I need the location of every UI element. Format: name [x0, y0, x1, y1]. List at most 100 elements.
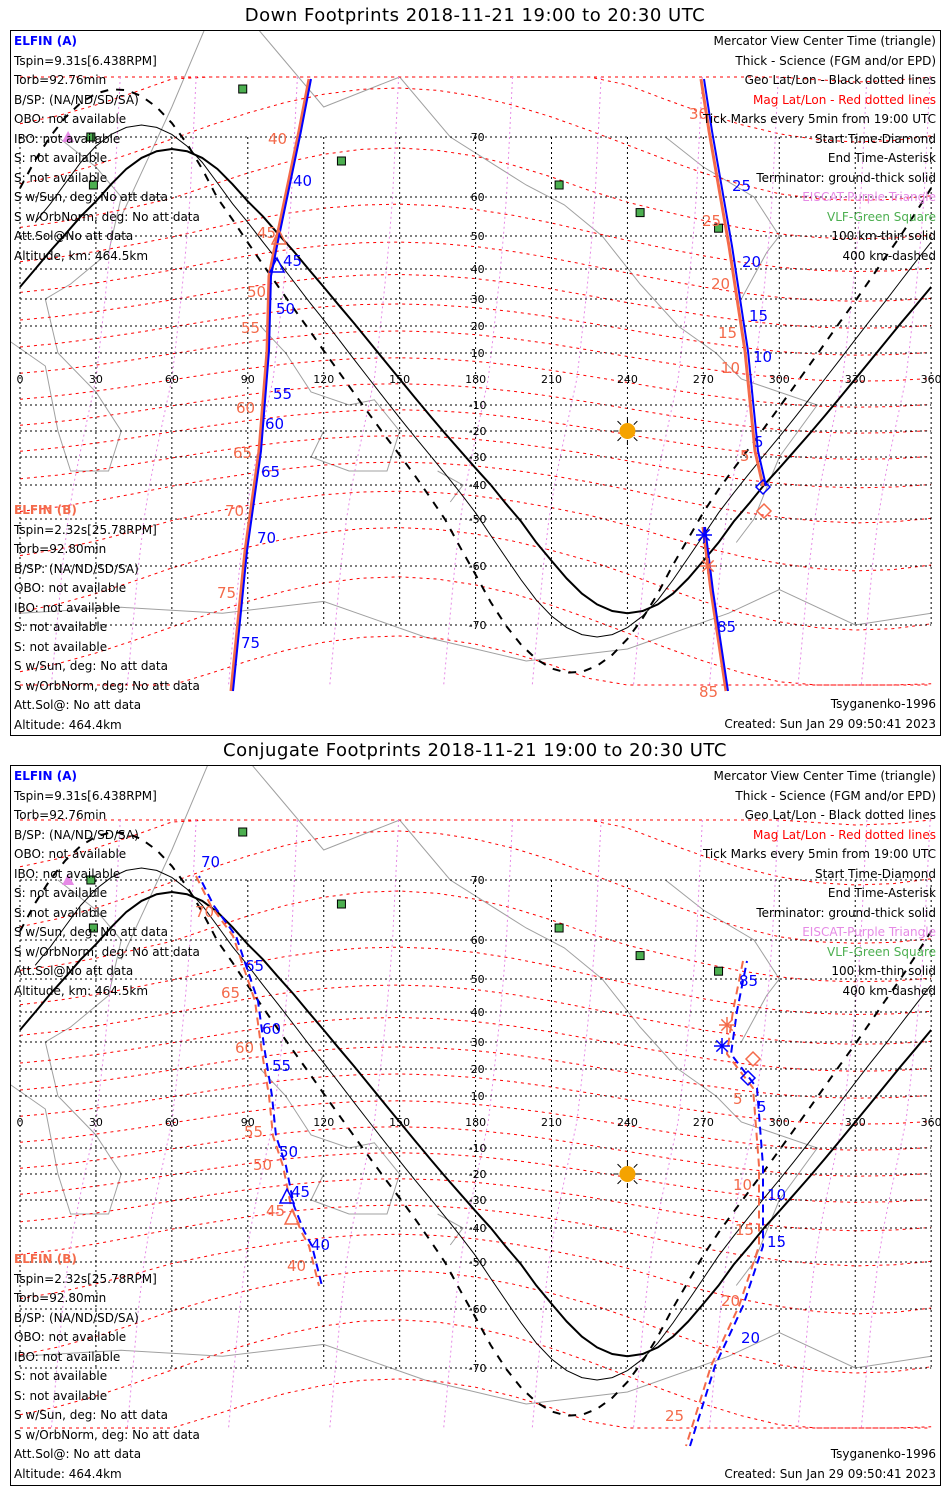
track-b-tick-label: 65 — [233, 444, 252, 462]
mag-lon-line — [797, 819, 868, 1429]
lon-tick-label: 180 — [465, 373, 486, 386]
sat-b-line: Torb=92.80min — [14, 1291, 107, 1305]
track-b-tick-label: 25 — [665, 1407, 684, 1425]
mag-lat-line — [19, 1233, 932, 1315]
legend-item: 100 km-thin solid — [831, 229, 936, 243]
end-time-asterisk — [720, 1018, 734, 1032]
track-a-tick-label: 45 — [283, 252, 302, 270]
sun-icon — [619, 1166, 636, 1182]
created-timestamp: Created: Sun Jan 29 09:50:41 2023 — [724, 716, 936, 731]
legend-item: Tick Marks every 5min from 19:00 UTC — [702, 112, 936, 126]
lon-tick-label: 360 — [921, 1116, 941, 1129]
mag-lat-line — [20, 76, 932, 83]
track-b-tick-label: 60 — [235, 1039, 254, 1057]
sat-b-name: ELFIN (B) — [14, 1252, 77, 1266]
lon-tick-label: 90 — [241, 373, 255, 386]
lon-tick-label: 240 — [617, 373, 638, 386]
sat-a-name: ELFIN (A) — [14, 769, 77, 783]
sat-b-line: S: not available — [14, 1369, 108, 1383]
lat-tick-label: 20 — [471, 320, 485, 333]
vlf-station-square — [554, 180, 564, 190]
map-panel-conjugate-footprints: 0 30 60 90 120 150 180 210 240 270 300 330 360 70 60 50… — [10, 765, 941, 1486]
legend: Mercator View Center Time (triangle) Thi… — [703, 32, 936, 266]
track-a-tick-label: 25 — [732, 177, 751, 195]
mag-lat-line — [19, 1126, 932, 1177]
coastline — [665, 136, 780, 300]
mag-lat-line — [19, 1319, 932, 1429]
vlf-station-square — [714, 223, 724, 233]
legend-item: Geo Lat/Lon - Black dotted lines — [744, 808, 936, 822]
lon-tick-label: 60 — [165, 373, 179, 386]
coastline — [19, 589, 932, 662]
legend-item: Mag Lat/Lon - Red dotted lines — [752, 827, 936, 842]
lat-tick-label: -70 — [469, 619, 487, 632]
lat-tick-label: -20 — [469, 425, 487, 438]
mag-lon-line — [633, 819, 703, 1429]
track-b-west — [195, 875, 320, 1287]
lat-tick-label: 70 — [471, 874, 485, 887]
start-time-diamond — [755, 502, 773, 520]
sat-a-line: S: not available — [14, 886, 108, 900]
track-a-tick-label: 55 — [272, 1057, 291, 1075]
track-a-tick-label: 40 — [311, 1236, 330, 1254]
sat-a-line: Tspin=9.31s[6.438RPM] — [14, 788, 157, 803]
sat-b-line: IBO: not available — [14, 600, 121, 615]
track-a-tick-label: 15 — [767, 1233, 786, 1251]
mag-lon-line — [126, 819, 197, 1429]
start-time-diamond — [754, 478, 772, 496]
mag-lon-line — [329, 76, 400, 686]
track-a-tick-label: 45 — [291, 1183, 310, 1201]
track-a-south — [704, 526, 729, 692]
lat-tick-label: 60 — [471, 934, 485, 947]
legend-item: End Time-Asterisk — [827, 151, 936, 165]
vlf-station-square — [86, 875, 96, 885]
sat-a-line: OBO: not available — [14, 112, 127, 126]
sat-b-line: S w/OrbNorm, deg: No att data — [14, 678, 200, 693]
lon-tick-label: 270 — [693, 1116, 714, 1129]
mag-lat-line — [19, 1152, 932, 1203]
track-a-tick-label: 10 — [767, 1186, 786, 1204]
vlf-station-square — [238, 84, 248, 94]
model-name: Tsyganenko-1996 — [830, 1447, 936, 1461]
vlf-station-square — [635, 951, 645, 961]
track-b-tick-label: 50 — [247, 283, 266, 301]
track-a-tick-label: 40 — [293, 172, 312, 190]
lat-tick-label: 30 — [471, 1036, 485, 1049]
legend-item: EISCAT-Purple Triangle — [802, 190, 936, 204]
sat-a-line: Tspin=9.31s[6.438RPM] — [14, 53, 157, 68]
mag-lat-line — [19, 1046, 932, 1099]
lon-tick-label: 90 — [241, 1116, 255, 1129]
mag-lon-line — [228, 819, 298, 1429]
sat-a-line: B/SP: (NA/ND/SD/SA) — [14, 92, 139, 107]
track-b-tick-label: 55 — [241, 319, 260, 337]
track-b-tick-label: 70 — [195, 903, 214, 921]
sat-a-line: S w/Sun, deg: No att data — [14, 925, 168, 939]
sun-ray — [633, 1163, 638, 1168]
legend-item: VLF-Green Square — [827, 209, 936, 224]
footer-info: Tsyganenko-1996 Created: Sun Jan 29 09:5… — [724, 1445, 936, 1484]
sat-a-line: S: not available — [14, 905, 108, 920]
coastline — [260, 325, 401, 472]
mag-lat-line — [19, 303, 932, 356]
legend: Mercator View Center Time (triangle) Thi… — [703, 767, 936, 1001]
sat-b-info: ELFIN (B) Tspin=2.32s[25.78RPM] Torb=92.… — [14, 1250, 200, 1484]
track-b-tick-label: 75 — [217, 584, 236, 602]
sat-b-name: ELFIN (B) — [14, 503, 77, 517]
track-a-tick-label: 20 — [742, 253, 761, 271]
legend-item: Thick - Science (FGM and/or EPD) — [735, 788, 936, 803]
lon-tick-label: 300 — [769, 1116, 790, 1129]
lat-tick-label: -10 — [469, 1142, 487, 1155]
start-time-diamond — [739, 1069, 757, 1087]
lat-tick-label: -40 — [469, 1222, 487, 1235]
coastline — [11, 136, 122, 472]
vlf-station-square — [635, 208, 645, 218]
sat-a-line: Altitude, km: 464.5km — [14, 248, 149, 263]
track-b-tick-label: 50 — [253, 1156, 272, 1174]
sun-ray — [633, 437, 638, 442]
track-b-tick-label: 70 — [225, 502, 244, 520]
track-a-tick-label: 60 — [265, 415, 284, 433]
mag-lat-line — [19, 576, 932, 686]
track-b-tick-label: 15 — [735, 1221, 754, 1239]
legend-item: Start Time-Diamond — [814, 131, 936, 146]
sun-ray — [633, 1180, 638, 1185]
